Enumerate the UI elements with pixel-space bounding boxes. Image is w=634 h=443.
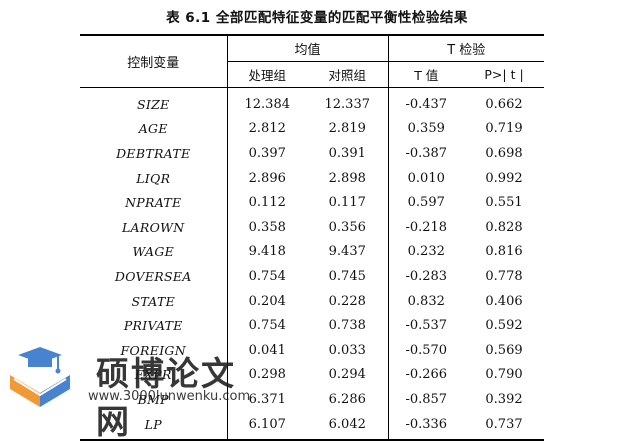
header-treated: 处理组 [226,61,307,88]
cell-treated-mean: 0.754 [226,313,307,338]
table-row: EXPR 0.298 0.294 -0.266 0.790 [80,362,544,388]
table-row: LIQR 2.896 2.898 0.010 0.992 [80,165,544,191]
cell-treated-mean: 0.112 [226,190,307,215]
cell-t-value: 0.597 [387,190,465,215]
cell-treated-mean: 6.371 [226,387,307,412]
cell-variable: EXPR [134,367,172,383]
cell-control-mean: 0.356 [328,219,366,235]
cell-t-value: -0.437 [387,87,465,117]
cell-p-value: 0.698 [485,145,523,161]
header-t-value: T 值 [387,61,465,88]
cell-t-value: -0.266 [387,362,465,388]
table-row: STATE 0.204 0.228 0.832 0.406 [80,288,544,314]
cell-control-mean: 0.738 [328,318,366,334]
cell-p-value: 0.828 [485,219,523,235]
table-row: NPRATE 0.112 0.117 0.597 0.551 [80,190,544,215]
cell-control-mean: 2.819 [328,121,366,137]
table-row: SIZE 12.384 12.337 -0.437 0.662 [80,87,544,117]
cell-treated-mean: 0.754 [226,264,307,289]
cell-t-value: 0.359 [387,116,465,142]
cell-p-value: 0.392 [485,391,523,407]
cell-p-value: 0.551 [485,195,523,211]
cell-control-mean: 9.437 [328,244,366,260]
cell-treated-mean: 0.397 [226,141,307,166]
header-p-value: P>| t | [464,61,545,88]
table-row: BMP 6.371 6.286 -0.857 0.392 [80,387,544,412]
cell-control-mean: 12.337 [324,96,371,112]
cell-p-value: 0.790 [485,367,523,383]
cell-t-value: -0.570 [387,337,465,363]
cell-variable: LIQR [136,170,171,186]
cell-t-value: 0.832 [387,288,465,314]
cell-control-mean: 0.117 [328,195,366,211]
cell-p-value: 0.569 [485,342,523,358]
cell-treated-mean: 2.812 [226,116,307,142]
cell-variable: BMP [137,391,169,407]
cell-treated-mean: 0.358 [226,214,307,240]
table-row: LP 6.107 6.042 -0.336 0.737 [80,411,544,441]
cell-p-value: 0.592 [485,318,523,334]
table-row: LAROWN 0.358 0.356 -0.218 0.828 [80,214,544,240]
table-row: DOVERSEA 0.754 0.745 -0.283 0.778 [80,264,544,289]
watermark-title: 硕博论文网 [96,354,236,441]
cell-p-value: 0.992 [485,170,523,186]
cell-p-value: 0.737 [485,416,523,432]
cell-t-value: -0.336 [387,411,465,441]
cell-t-value: -0.218 [387,214,465,240]
cell-variable: DOVERSEA [114,268,192,284]
table-body: SIZE 12.384 12.337 -0.437 0.662 AGE 2.812 2.819… [80,87,544,441]
cell-t-value: -0.537 [387,313,465,338]
cell-control-mean: 0.745 [328,268,366,284]
cell-control-mean: 6.286 [328,391,366,407]
header-control: 对照组 [307,61,389,88]
cell-t-value: -0.283 [387,264,465,289]
cell-control-mean: 2.898 [328,170,366,186]
table-row: AGE 2.812 2.819 0.359 0.719 [80,116,544,142]
cell-variable: AGE [138,121,168,137]
cell-control-mean: 0.033 [328,342,366,358]
cell-control-mean: 0.228 [328,293,366,309]
cell-variable: DEBTRATE [116,145,191,161]
cell-variable: WAGE [132,244,175,260]
watermark: 硕博论文网 www.3000lunwenku.com [8,345,268,441]
cell-treated-mean: 0.298 [226,362,307,388]
balance-test-table: 控制变量 均值 T 检验 处理组 对照组 T 值 P>| t | SIZE 12.… [80,34,545,442]
table-row: DEBTRATE 0.397 0.391 -0.387 0.698 [80,141,544,166]
header-mean: 均值 [226,35,389,62]
cell-t-value: -0.387 [387,141,465,166]
header-control-variable: 控制变量 [80,35,227,88]
table-row: WAGE 9.418 9.437 0.232 0.816 [80,239,544,265]
cell-treated-mean: 0.041 [226,337,307,363]
cell-p-value: 0.719 [485,121,523,137]
cell-treated-mean: 0.204 [226,288,307,314]
cell-p-value: 0.662 [485,96,523,112]
cell-t-value: 0.010 [387,165,465,191]
table-row: FOREIGN 0.041 0.033 -0.570 0.569 [80,337,544,363]
cell-variable: NPRATE [125,195,182,211]
cell-treated-mean: 12.384 [226,87,307,117]
cell-p-value: 0.816 [485,244,523,260]
cell-t-value: 0.232 [387,239,465,265]
cell-p-value: 0.406 [485,293,523,309]
table-row: PRIVATE 0.754 0.738 -0.537 0.592 [80,313,544,338]
cell-t-value: -0.857 [387,387,465,412]
cell-control-mean: 0.391 [328,145,366,161]
cell-control-mean: 0.294 [328,367,366,383]
header-t-test: T 检验 [387,35,545,62]
graduation-book-logo-icon [10,347,70,407]
cell-p-value: 0.778 [485,268,523,284]
cell-variable: LP [144,416,162,432]
cell-control-mean: 6.042 [328,416,366,432]
cell-variable: PRIVATE [123,318,183,334]
cell-variable: STATE [131,293,176,309]
cell-treated-mean: 6.107 [226,411,307,441]
cell-variable: FOREIGN [120,342,186,358]
watermark-url: www.3000lunwenku.com [88,389,251,404]
cell-variable: LAROWN [121,219,185,235]
cell-treated-mean: 2.896 [226,165,307,191]
cell-variable: SIZE [136,96,170,112]
table-caption: 表 6.1 全部匹配特征变量的匹配平衡性检验结果 [166,10,468,26]
cell-treated-mean: 9.418 [226,239,307,265]
